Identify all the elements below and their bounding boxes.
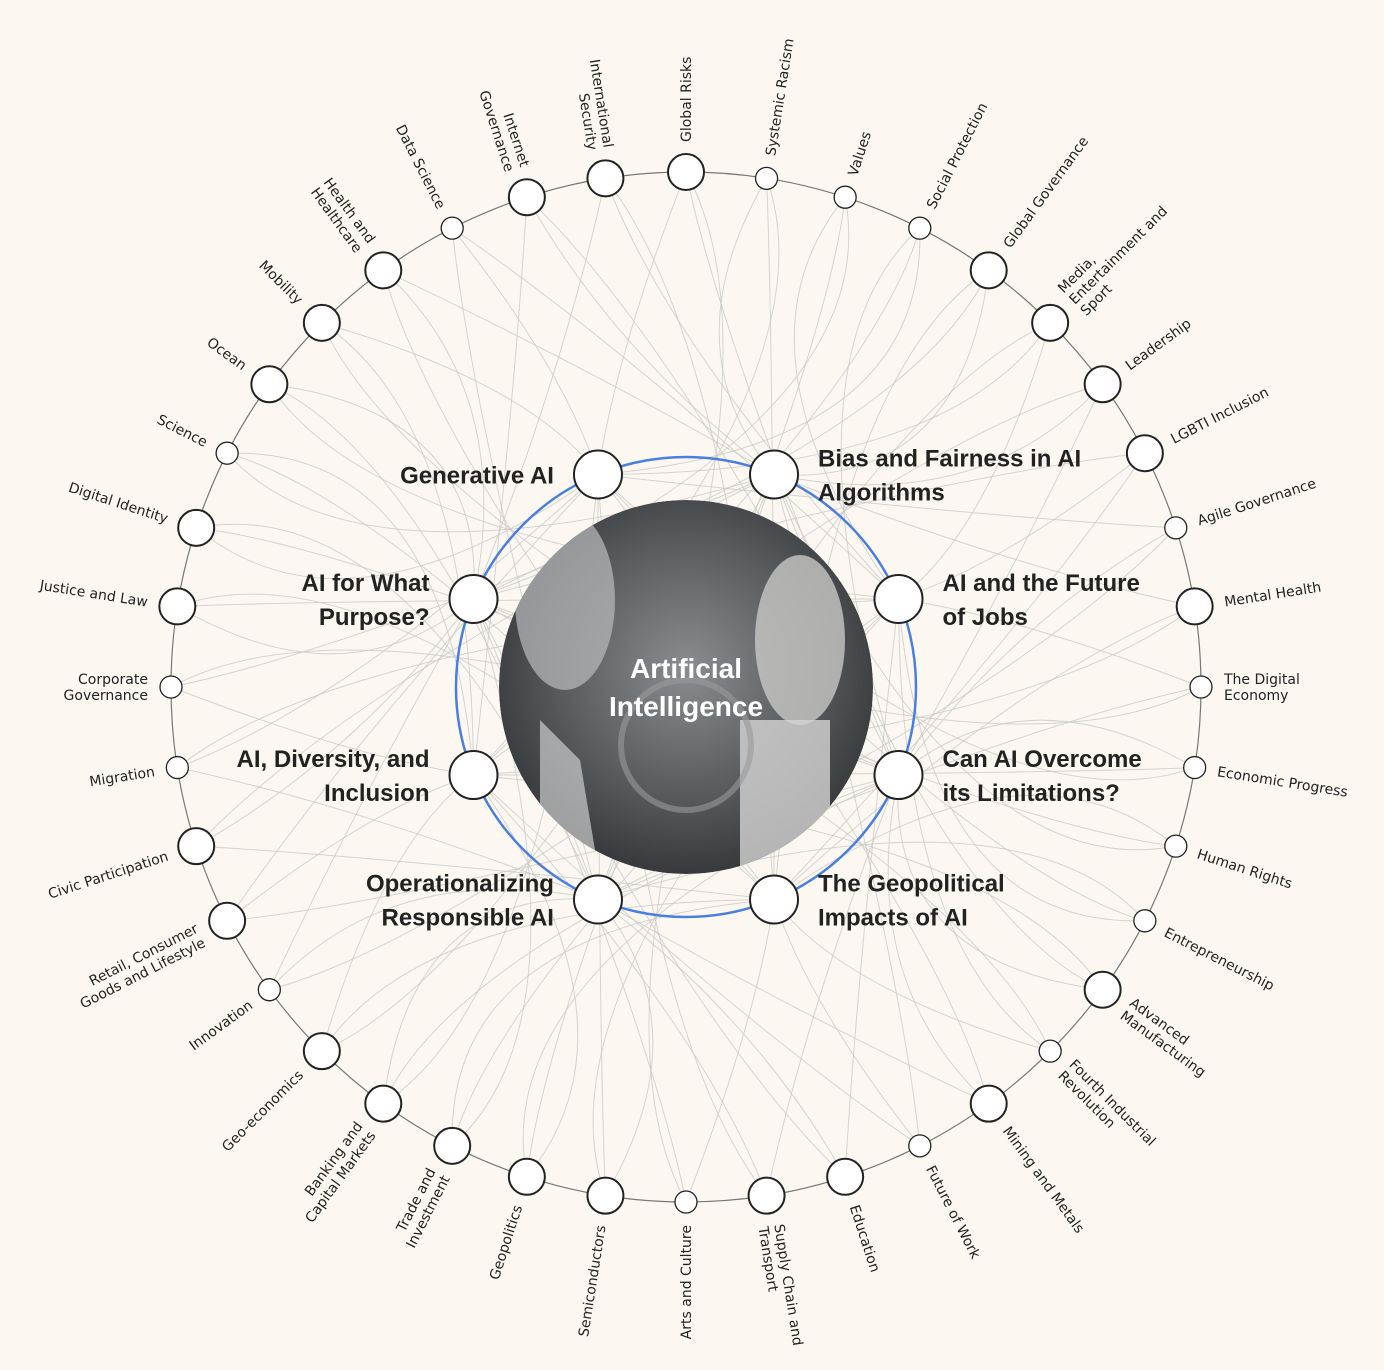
- topic-node: [1127, 435, 1163, 471]
- subtopic-label-line: AI and the Future: [942, 570, 1139, 597]
- topic-node: [251, 366, 287, 402]
- subtopic-node: [750, 451, 798, 499]
- subtopic-label-line: Operationalizing: [366, 870, 554, 897]
- topic-node: [675, 1191, 697, 1213]
- topic-node: [178, 510, 214, 546]
- topic-node: [1134, 910, 1156, 932]
- topic-node: [909, 1135, 931, 1157]
- topic-node: [668, 154, 704, 190]
- topic-node: [587, 1178, 623, 1214]
- topic-node: [441, 217, 463, 239]
- topic-node: [365, 1086, 401, 1122]
- subtopic-label-line: Impacts of AI: [818, 904, 968, 931]
- topic-node: [1165, 517, 1187, 539]
- topic-node: [1085, 972, 1121, 1008]
- topic-node: [1085, 366, 1121, 402]
- subtopic-label-line: AI, Diversity, and: [237, 746, 430, 773]
- subtopic-label-line: Bias and Fairness in AI: [818, 446, 1081, 473]
- topic-label-line: The Digital: [1223, 672, 1300, 688]
- topic-node: [365, 252, 401, 288]
- subtopic-label-line: AI for What: [302, 570, 430, 597]
- topic-node: [160, 676, 182, 698]
- subtopic-label-line: Responsible AI: [381, 904, 553, 931]
- subtopic-node: [450, 575, 498, 623]
- topic-node: [304, 1033, 340, 1069]
- topic-label-line: Governance: [64, 688, 148, 704]
- subtopic-label-line: Generative AI: [400, 463, 554, 490]
- topic-node: [971, 252, 1007, 288]
- topic-node: [509, 1159, 545, 1195]
- topic-label: Arts and Culture: [679, 1225, 695, 1339]
- subtopic-node: [450, 751, 498, 799]
- topic-label-line: Arts and Culture: [679, 1225, 695, 1339]
- topic-node: [258, 979, 280, 1001]
- topic-node: [834, 186, 856, 208]
- topic-label: The DigitalEconomy: [1223, 672, 1300, 704]
- topic-node: [159, 588, 195, 624]
- topic-node: [909, 217, 931, 239]
- topic-node: [1177, 588, 1213, 624]
- topic-label: Global Risks: [679, 57, 695, 142]
- subtopic-node: [874, 575, 922, 623]
- subtopic-label-line: Can AI Overcome: [942, 746, 1141, 773]
- subtopic-node: [574, 875, 622, 923]
- subtopic-node: [574, 451, 622, 499]
- subtopic-label-line: Inclusion: [324, 780, 429, 807]
- subtopic-node: [750, 875, 798, 923]
- topic-label-line: Corporate: [78, 672, 148, 688]
- topic-node: [209, 903, 245, 939]
- center-label-line: Intelligence: [609, 691, 763, 722]
- topic-node: [1165, 835, 1187, 857]
- subtopic-node: [874, 751, 922, 799]
- subtopic-label-line: its Limitations?: [942, 780, 1119, 807]
- topic-node: [509, 179, 545, 215]
- topic-node: [166, 757, 188, 779]
- topic-node: [756, 167, 778, 189]
- subtopic-label: Generative AI: [400, 463, 554, 490]
- topic-label-line: Economy: [1224, 688, 1288, 704]
- topic-node: [971, 1086, 1007, 1122]
- topic-node: [1184, 757, 1206, 779]
- center-label-line: Artificial: [630, 653, 742, 684]
- topic-node: [304, 305, 340, 341]
- topic-node: [1039, 1040, 1061, 1062]
- topic-node: [1190, 676, 1212, 698]
- topic-map: Global RisksSystemic RacismValuesSocial …: [0, 0, 1384, 1370]
- subtopic-label-line: Algorithms: [818, 480, 945, 507]
- topic-node: [178, 828, 214, 864]
- topic-node: [1032, 305, 1068, 341]
- subtopic-label-line: The Geopolitical: [818, 870, 1005, 897]
- topic-node: [216, 442, 238, 464]
- subtopic-label-line: of Jobs: [942, 604, 1027, 631]
- topic-node: [434, 1128, 470, 1164]
- topic-node: [749, 1178, 785, 1214]
- topic-node: [587, 160, 623, 196]
- topic-label-line: Global Risks: [679, 57, 695, 142]
- topic-node: [827, 1159, 863, 1195]
- subtopic-label-line: Purpose?: [319, 604, 430, 631]
